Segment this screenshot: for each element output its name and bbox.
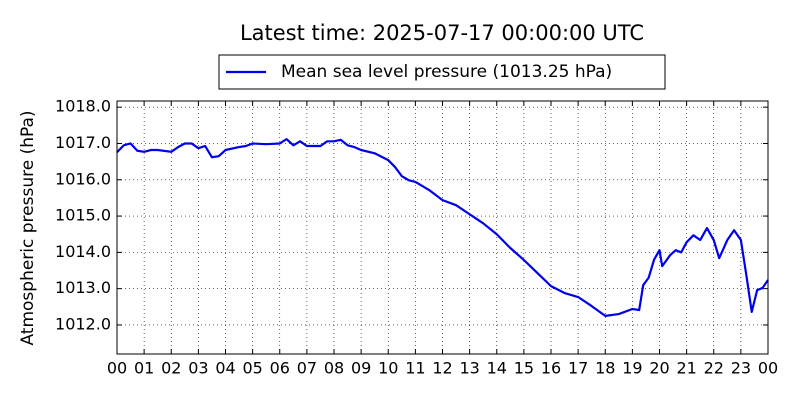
x-tick-label: 20 xyxy=(649,359,669,378)
line-series xyxy=(116,138,769,317)
y-tick-label: 1015.0 xyxy=(55,206,111,225)
x-tick-label: 02 xyxy=(161,359,181,378)
x-tick-label: 07 xyxy=(297,359,317,378)
x-tick-label: 03 xyxy=(188,359,208,378)
y-tick-label: 1013.0 xyxy=(55,278,111,297)
x-tick-label: 23 xyxy=(731,359,751,378)
x-tick-label: 13 xyxy=(459,359,479,378)
y-tick-label: 1016.0 xyxy=(55,169,111,188)
x-tick-label: 17 xyxy=(568,359,588,378)
x-tick-label: 00 xyxy=(107,359,127,378)
legend-label: Mean sea level pressure (1013.25 hPa) xyxy=(281,62,612,82)
legend xyxy=(218,54,666,90)
x-tick-label: 12 xyxy=(432,359,452,378)
x-tick-label: 14 xyxy=(487,359,507,378)
x-tick-label: 09 xyxy=(351,359,371,378)
y-tick-label: 1014.0 xyxy=(55,242,111,261)
x-tick-label: 21 xyxy=(676,359,696,378)
x-tick-label: 19 xyxy=(622,359,642,378)
x-tick-label: 11 xyxy=(405,359,425,378)
x-tick-label: 22 xyxy=(704,359,724,378)
chart-title: Latest time: 2025-07-17 00:00:00 UTC xyxy=(240,21,644,45)
x-tick-label: 05 xyxy=(242,359,262,378)
x-tick-label: 00 xyxy=(758,359,778,378)
x-tick-label: 01 xyxy=(134,359,154,378)
y-tick-label: 1012.0 xyxy=(55,314,111,333)
plot-frame xyxy=(116,100,769,355)
x-tick-label: 04 xyxy=(215,359,235,378)
x-tick-label: 16 xyxy=(541,359,561,378)
x-tick-label: 06 xyxy=(270,359,290,378)
x-tick-label: 08 xyxy=(324,359,344,378)
x-tick-label: 15 xyxy=(514,359,534,378)
y-axis-label: Atmospheric pressure (hPa) xyxy=(18,110,38,345)
y-tick-label: 1017.0 xyxy=(55,133,111,152)
x-tick-label: 10 xyxy=(378,359,398,378)
x-tick-label: 18 xyxy=(595,359,615,378)
y-tick-label: 1018.0 xyxy=(55,97,111,116)
